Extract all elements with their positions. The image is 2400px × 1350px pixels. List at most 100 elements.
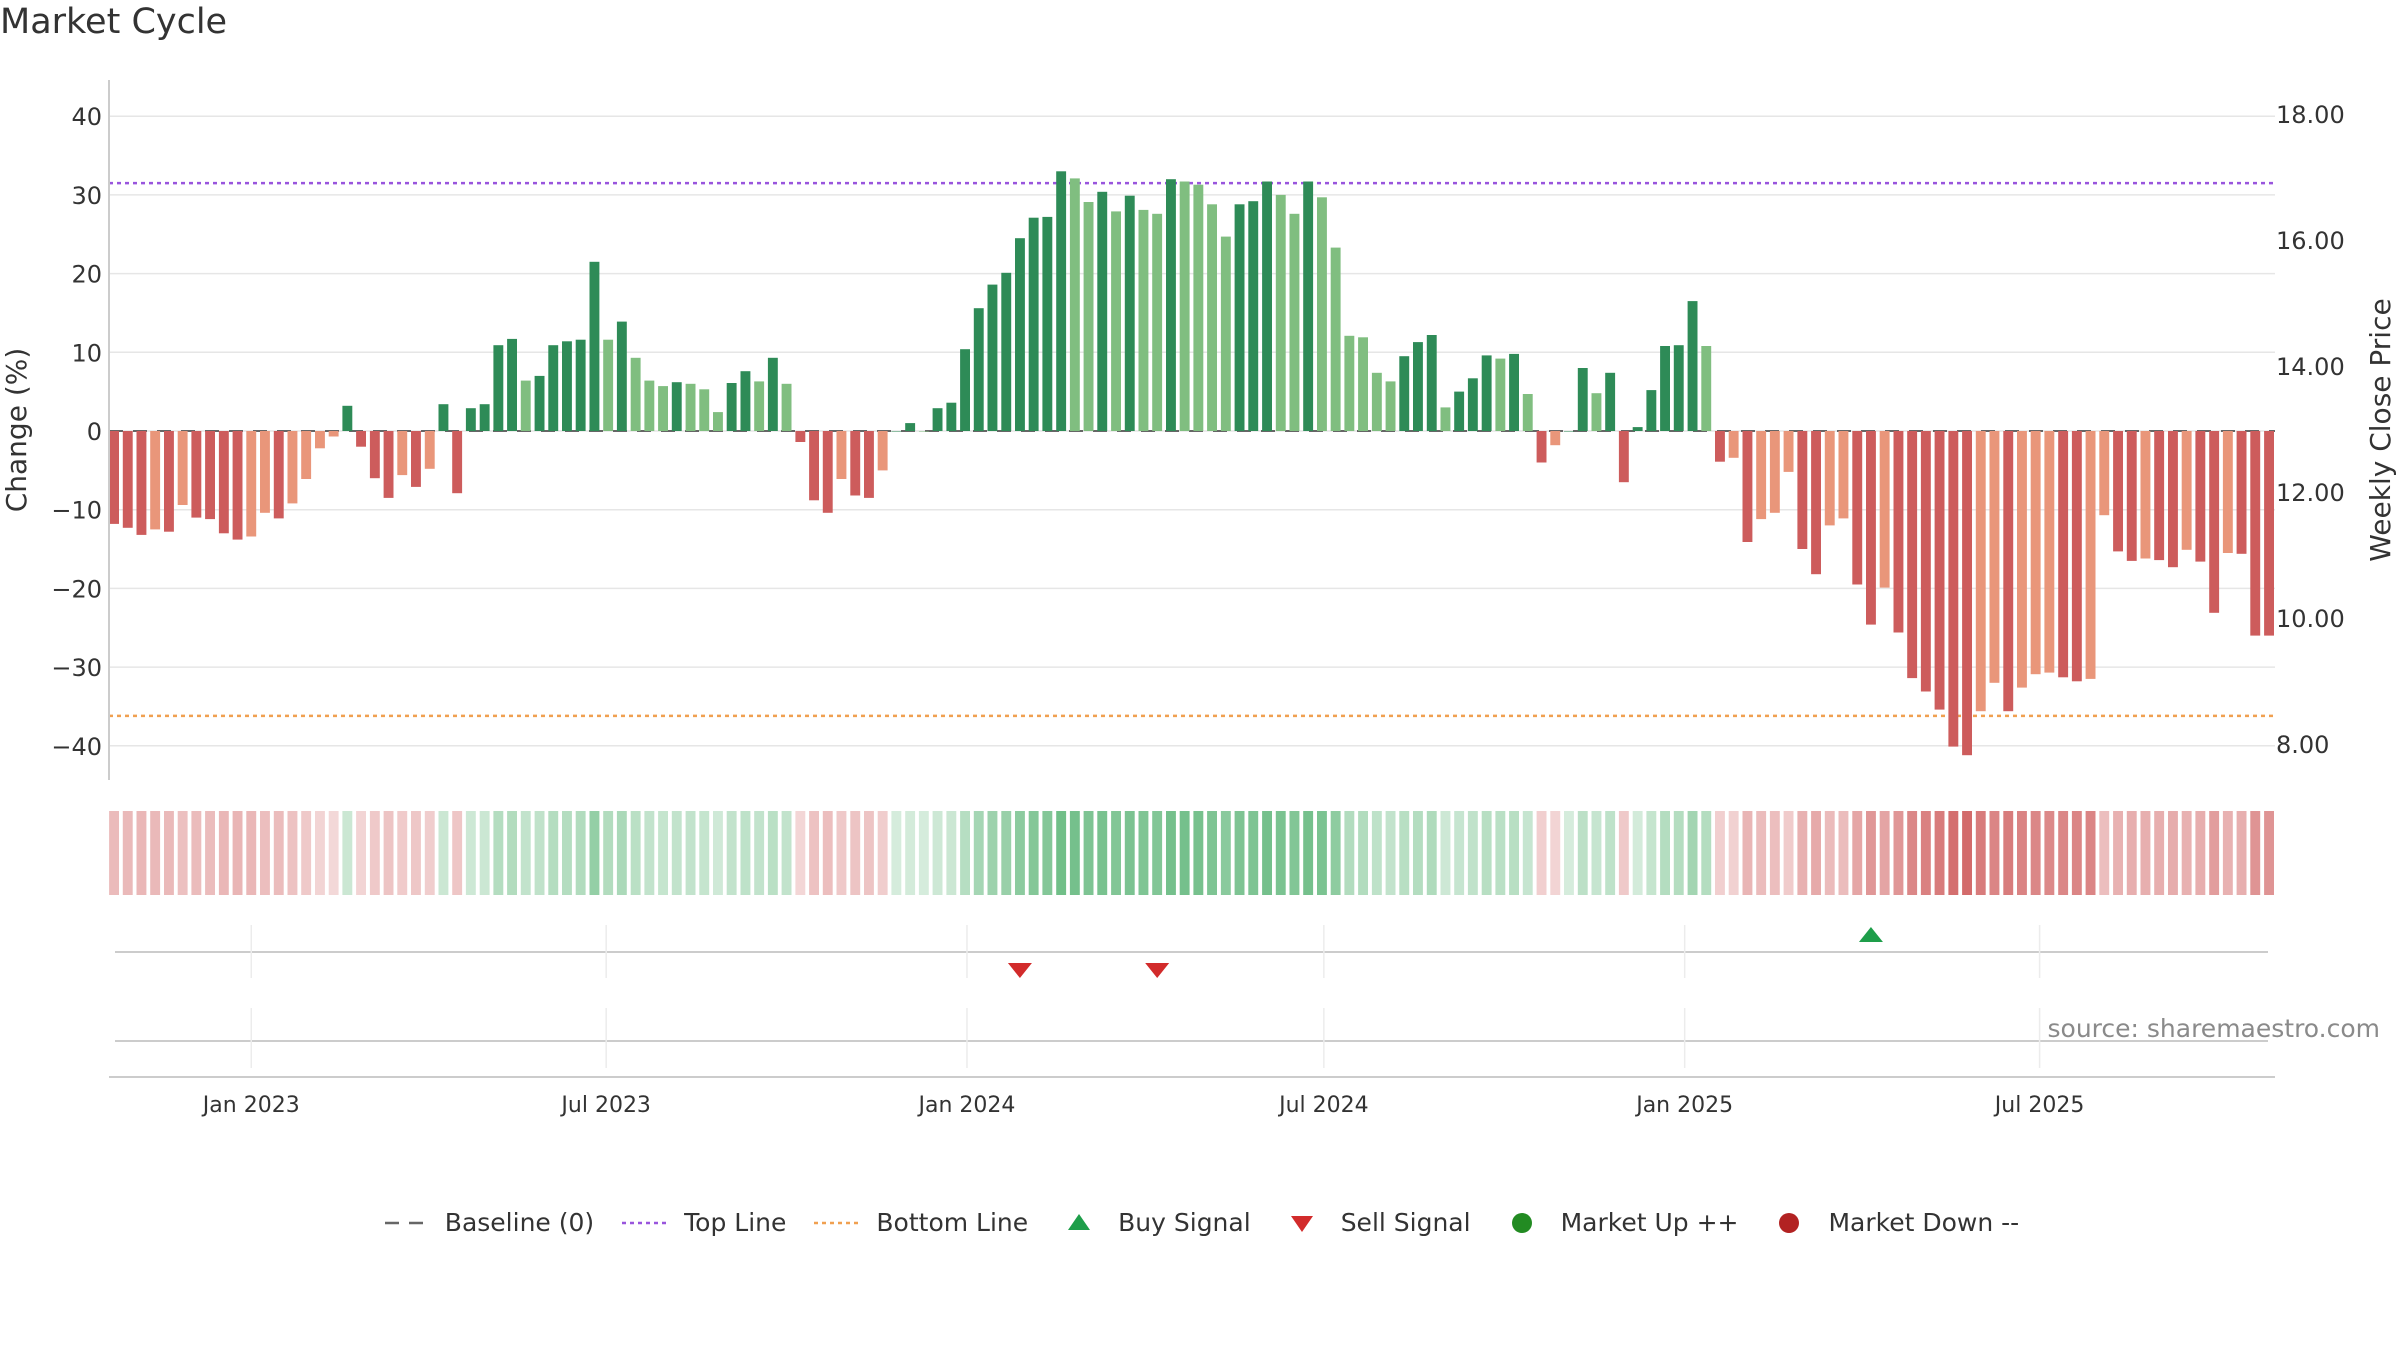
heat-cell [1948, 811, 1959, 895]
heat-cell [397, 811, 408, 895]
legend-bottom-line-swatch [812, 1211, 862, 1235]
heat-cell [507, 811, 517, 895]
legend-item-baseline: Baseline (0) [381, 1208, 594, 1237]
heat-cell [1509, 811, 1519, 895]
heat-cell [562, 811, 572, 895]
heat-cell [1756, 811, 1767, 895]
heat-cell [1454, 811, 1465, 895]
heat-cell [644, 811, 655, 895]
heat-cell [1783, 811, 1794, 895]
bar [232, 431, 243, 540]
legend-item-buy-signal: Buy Signal [1054, 1208, 1251, 1237]
heat-cell [1303, 811, 1314, 895]
heat-cell [1728, 811, 1739, 895]
y-tick-label: −30 [51, 654, 102, 682]
y-tick-label: 30 [71, 182, 102, 210]
bar [1948, 431, 1959, 747]
bar [520, 380, 531, 431]
heat-cell [2044, 811, 2055, 895]
heat-cell [1056, 811, 1067, 895]
bar [1042, 216, 1053, 431]
heat-cell [1907, 811, 1918, 895]
heat-cell [699, 811, 710, 895]
heat-cell [713, 811, 723, 895]
bar [726, 383, 737, 431]
heat-cell [465, 811, 476, 895]
bar [1248, 201, 1259, 431]
heat-cell [1220, 811, 1231, 895]
heat-cell [2222, 811, 2233, 895]
heat-cell [1138, 811, 1149, 895]
bar [1715, 431, 1725, 462]
bar [822, 431, 833, 513]
bar [754, 381, 765, 431]
y-tick-label: 0 [87, 418, 102, 446]
legend-label: Market Down -- [1828, 1208, 2020, 1237]
bar [1687, 301, 1698, 431]
heat-cell [1687, 811, 1698, 895]
bar [136, 431, 147, 535]
legend-label: Baseline (0) [444, 1208, 595, 1237]
heat-cell [1591, 811, 1602, 895]
bar [1193, 184, 1204, 431]
source-label: source: sharemaestro.com [2047, 1014, 2381, 1043]
bar [2044, 431, 2055, 673]
bar [1467, 378, 1478, 431]
bar [1934, 431, 1945, 710]
heat-cell [1330, 811, 1341, 895]
bar [603, 339, 614, 431]
heat-cell [1413, 811, 1423, 895]
heat-cell [685, 811, 696, 895]
heat-cell [877, 811, 888, 895]
bar [2085, 431, 2096, 679]
bar [1975, 431, 1986, 712]
heat-cell [2195, 811, 2206, 895]
heat-cell [850, 811, 861, 895]
heat-cell [1920, 811, 1931, 895]
heat-cell [1385, 811, 1396, 895]
bar [411, 431, 421, 487]
heat-cell [754, 811, 765, 895]
heat-cell [767, 811, 778, 895]
bar [767, 357, 778, 431]
heat-cell [1124, 811, 1135, 895]
heat-cell [836, 811, 847, 895]
heat-cell [891, 811, 902, 895]
bar [2017, 431, 2027, 688]
bar [1440, 407, 1451, 431]
bar [342, 405, 353, 431]
heat-cell [273, 811, 284, 895]
bar [1028, 217, 1039, 431]
bar [740, 371, 751, 431]
bar [1852, 431, 1863, 585]
bar [2181, 431, 2192, 550]
bar [397, 431, 408, 476]
bar [1426, 335, 1437, 431]
heat-cell [2250, 811, 2261, 895]
heat-cell [2030, 811, 2041, 895]
legend-baseline-swatch [381, 1211, 431, 1235]
x-tick-label: Jan 2023 [201, 1093, 300, 1118]
heat-cell [1618, 811, 1629, 895]
bar [1303, 181, 1314, 431]
bar [1207, 204, 1217, 431]
heat-cell [136, 811, 147, 895]
bar [905, 423, 916, 431]
bar [1344, 335, 1355, 431]
y-tick-label: −20 [51, 575, 102, 603]
heat-cell [1262, 811, 1272, 895]
bar [150, 431, 161, 530]
bar [1536, 431, 1547, 463]
bar [864, 431, 874, 498]
heat-cell [575, 811, 586, 895]
heat-cell [918, 811, 929, 895]
y-tick-label: 20 [71, 261, 102, 289]
heat-cell [2085, 811, 2096, 895]
bar [809, 431, 819, 501]
bar [1618, 431, 1629, 483]
heat-cell [973, 811, 984, 895]
bar [562, 341, 572, 431]
heat-cell [1852, 811, 1863, 895]
heat-cell [1934, 811, 1945, 895]
heat-cell [1358, 811, 1368, 895]
